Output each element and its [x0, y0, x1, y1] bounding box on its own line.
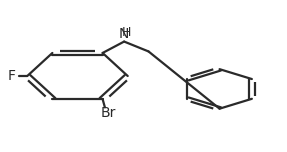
Text: F: F	[7, 69, 15, 83]
Text: Br: Br	[101, 107, 116, 121]
Text: H: H	[122, 26, 131, 39]
Text: N: N	[119, 27, 129, 41]
